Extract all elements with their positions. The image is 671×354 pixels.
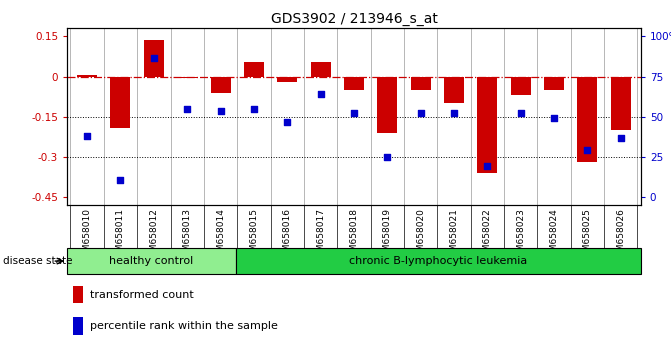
Point — [215, 109, 226, 114]
Bar — [344, 76, 364, 90]
Point — [615, 136, 626, 141]
Text: transformed count: transformed count — [90, 290, 194, 300]
Point — [82, 133, 93, 138]
Bar — [244, 62, 264, 76]
Point — [282, 119, 293, 125]
Bar — [611, 76, 631, 130]
Bar — [67, 248, 236, 274]
Point — [315, 91, 326, 97]
Bar — [578, 76, 597, 162]
Point — [382, 154, 393, 160]
Text: healthy control: healthy control — [109, 256, 194, 266]
Text: chronic B-lymphocytic leukemia: chronic B-lymphocytic leukemia — [349, 256, 527, 266]
Bar — [77, 75, 97, 76]
Point — [482, 164, 493, 169]
Point — [349, 110, 360, 116]
Bar — [73, 286, 83, 303]
Bar — [444, 76, 464, 103]
Text: percentile rank within the sample: percentile rank within the sample — [90, 321, 278, 331]
Bar — [377, 76, 397, 133]
Bar — [144, 40, 164, 76]
Bar — [477, 76, 497, 173]
Bar — [511, 76, 531, 95]
Point — [182, 106, 193, 112]
Bar — [411, 76, 431, 90]
Title: GDS3902 / 213946_s_at: GDS3902 / 213946_s_at — [270, 12, 437, 26]
Point — [449, 110, 460, 116]
Bar — [277, 76, 297, 82]
Point — [515, 110, 526, 116]
Bar — [236, 248, 641, 274]
Text: disease state: disease state — [3, 256, 73, 266]
Point — [582, 148, 592, 153]
Bar — [544, 76, 564, 90]
Point — [549, 115, 560, 121]
Bar — [111, 76, 130, 127]
Point — [415, 110, 426, 116]
Point — [148, 55, 159, 61]
Bar — [177, 76, 197, 78]
Bar — [73, 318, 83, 335]
Point — [248, 106, 259, 112]
Bar — [311, 62, 331, 76]
Bar — [211, 76, 231, 93]
Point — [115, 177, 126, 183]
